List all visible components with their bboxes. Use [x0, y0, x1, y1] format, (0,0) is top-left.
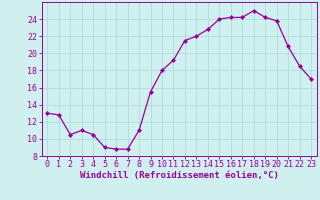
- X-axis label: Windchill (Refroidissement éolien,°C): Windchill (Refroidissement éolien,°C): [80, 171, 279, 180]
